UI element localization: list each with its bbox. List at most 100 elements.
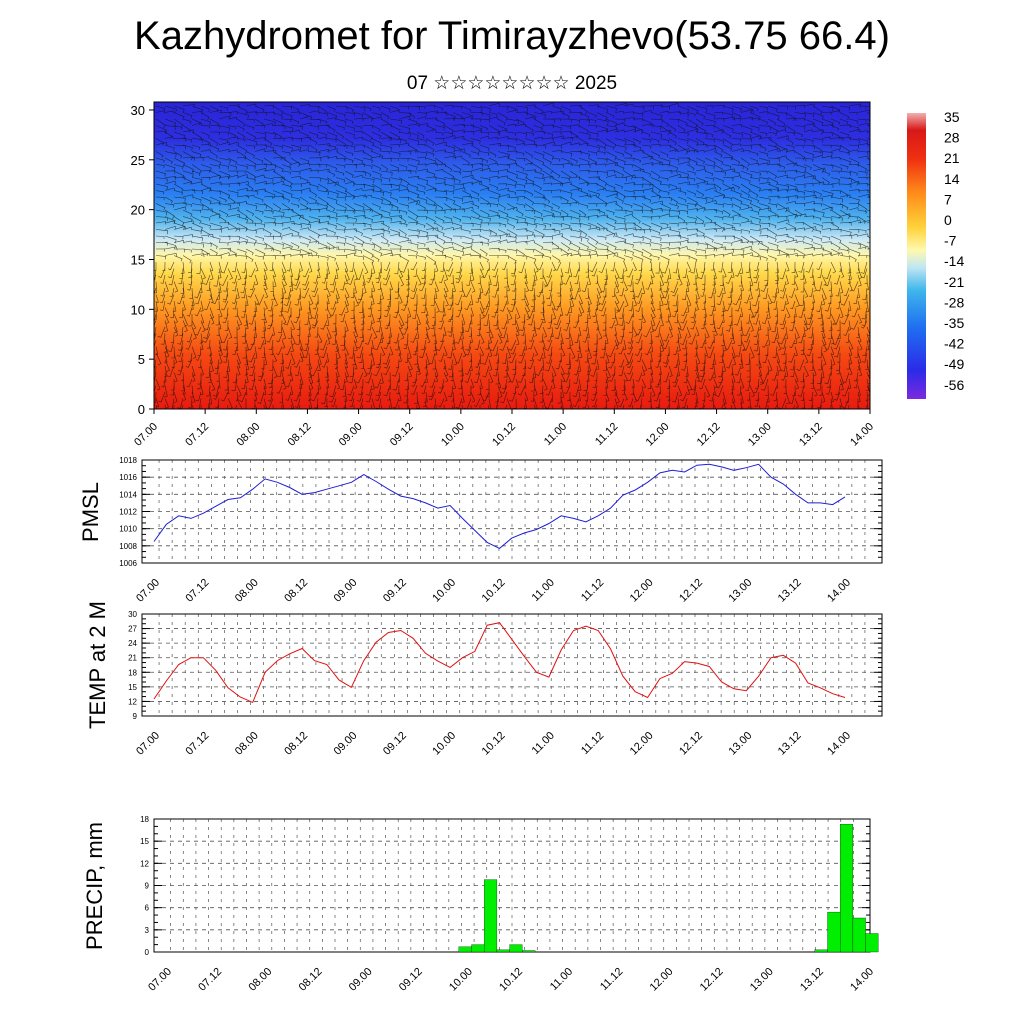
x-tick-label: 08.00 xyxy=(233,730,261,758)
y-tick-label: 5 xyxy=(138,352,145,367)
y-tick-label: 0 xyxy=(138,402,145,417)
x-tick-label: 10.12 xyxy=(490,421,518,449)
colorbar-label: -42 xyxy=(944,336,964,352)
x-tick-label: 07.12 xyxy=(183,421,211,449)
y-tick-label: 27 xyxy=(128,625,137,634)
cross-section-panel: 0 5 10 15 20 25 30 07.00 07.12 08.00 08.12 09.00 09.… xyxy=(131,101,876,449)
colorbar-labels: 35 28 21 14 7 0 -7 -14 -21 -28 -35 -42 -49 -56 xyxy=(944,109,964,393)
x-tick-label: 08.12 xyxy=(286,421,314,449)
y-tick-label: 18 xyxy=(128,668,137,677)
x-tick-label: 09.12 xyxy=(381,730,409,758)
x-tick-label: 11.12 xyxy=(593,421,620,448)
y-tick-label: 15 xyxy=(140,837,149,846)
colorbar-label: -14 xyxy=(944,253,964,269)
x-tick-label: 11.12 xyxy=(598,966,625,993)
precip-plot: 0 3 6 9 12 15 18 07.00 07.12 08.00 08.12 09.00 09.12… xyxy=(140,815,879,994)
y-tick-label: 1006 xyxy=(119,559,137,568)
y-tick-label: 18 xyxy=(140,815,149,824)
precip-bar xyxy=(827,911,841,953)
x-tick-label: 07.12 xyxy=(184,577,212,605)
y-tick-label: 1012 xyxy=(119,508,137,517)
y-tick-label: 30 xyxy=(128,610,137,619)
colorbar-label: -56 xyxy=(944,377,964,393)
x-tick-label: 11.00 xyxy=(530,577,557,604)
pmsl-panel: 1006 1008 1010 1012 1014 1016 1018 07.00 07.12 08… xyxy=(78,456,883,605)
x-tick-label: 09.12 xyxy=(388,421,416,449)
x-tick-label: 09.12 xyxy=(381,577,409,605)
precip-bar xyxy=(814,949,828,953)
x-tick-label: 09.00 xyxy=(332,577,360,605)
colorbar: 35 28 21 14 7 0 -7 -14 -21 -28 -35 -42 -49 -56 xyxy=(907,109,964,399)
chart-title: Kazhydromet for Timirayzhevo(53.75 66.4) xyxy=(134,14,890,58)
x-tick-label: 14.00 xyxy=(825,730,853,758)
temperature-panel: 9 12 15 18 21 24 27 30 07.00 07.12 08.00 08.12 09.00… xyxy=(85,601,883,758)
x-tick-label: 11.12 xyxy=(579,730,606,757)
y-tick-label: 15 xyxy=(128,683,137,692)
x-tick-label: 12.12 xyxy=(695,421,723,449)
x-tick-label: 14.00 xyxy=(848,966,876,994)
x-tick-label: 08.12 xyxy=(282,730,310,758)
plot-frame xyxy=(141,613,883,717)
precip-bar xyxy=(484,879,498,953)
y-tick-label: 12 xyxy=(128,697,137,706)
temperature-series-line xyxy=(153,622,846,704)
x-tick-label: 08.12 xyxy=(282,577,310,605)
y-tick-label: 9 xyxy=(145,882,150,891)
y-tick-label: 9 xyxy=(133,712,138,721)
x-tick-label: 11.00 xyxy=(548,966,575,993)
y-tick-label: 25 xyxy=(131,153,145,168)
y-tick-label: 24 xyxy=(128,639,137,648)
x-tick-label: 08.00 xyxy=(246,966,274,994)
x-tick-label: 10.12 xyxy=(480,730,508,758)
colorbar-label: 28 xyxy=(944,130,960,146)
x-tick-label: 12.00 xyxy=(644,421,672,449)
colorbar-label: 7 xyxy=(944,191,952,207)
precip-bar xyxy=(509,944,523,953)
x-tick-label: 07.12 xyxy=(196,966,224,994)
colorbar-label: 21 xyxy=(944,150,960,166)
precip-axis-label: PRECIP, mm xyxy=(82,822,107,950)
colorbar-label: 14 xyxy=(944,171,960,187)
x-tick-label: 12.12 xyxy=(698,966,726,994)
x-tick-label: 07.12 xyxy=(184,730,212,758)
x-tick-label: 12.12 xyxy=(677,730,705,758)
colorbar-label: -28 xyxy=(944,294,964,310)
colorbar-label: -35 xyxy=(944,315,964,331)
x-tick-label: 08.12 xyxy=(297,966,325,994)
x-tick-label: 09.00 xyxy=(332,730,360,758)
x-tick-label: 13.12 xyxy=(797,421,825,449)
x-tick-label: 11.12 xyxy=(579,577,606,604)
x-tick-label: 12.00 xyxy=(628,577,656,605)
colorbar-ramp xyxy=(907,113,926,399)
x-tick-label: 09.00 xyxy=(337,421,365,449)
x-tick-label: 13.00 xyxy=(726,730,754,758)
x-tick-label: 13.12 xyxy=(776,577,804,605)
y-tick-label: 1010 xyxy=(119,525,137,534)
wind-barbs xyxy=(154,102,870,409)
y-tick-label: 20 xyxy=(131,203,145,218)
x-tick-label: 10.00 xyxy=(430,577,458,605)
colorbar-label: -21 xyxy=(944,274,964,290)
pmsl-plot: 1006 1008 1010 1012 1014 1016 1018 07.00 07.12 08… xyxy=(119,456,883,605)
x-tick-label: 14.00 xyxy=(848,421,876,449)
x-tick-label: 12.12 xyxy=(677,577,705,605)
y-tick-label: 15 xyxy=(131,252,145,267)
chart-subtitle: 07 ☆☆☆☆☆☆☆☆ 2025 xyxy=(406,73,618,94)
y-tick-label: 6 xyxy=(145,904,150,913)
colorbar-label: -49 xyxy=(944,356,964,372)
x-tick-label: 11.00 xyxy=(530,730,557,757)
precip-bar xyxy=(840,824,854,953)
y-tick-label: 21 xyxy=(128,654,137,663)
pmsl-series-line xyxy=(153,463,846,549)
x-tick-label: 09.12 xyxy=(397,966,425,994)
x-tick-label: 10.12 xyxy=(480,577,508,605)
precip-bar xyxy=(865,933,879,953)
x-tick-label: 13.00 xyxy=(746,421,774,449)
x-tick-label: 09.00 xyxy=(347,966,375,994)
wind-barb-strokes xyxy=(154,102,870,409)
x-tick-label: 12.00 xyxy=(628,730,656,758)
temperature-plot: 9 12 15 18 21 24 27 30 07.00 07.12 08.00 08.12 09.00… xyxy=(128,610,883,758)
x-tick-label: 13.00 xyxy=(726,577,754,605)
x-tick-label: 10.00 xyxy=(430,730,458,758)
y-tick-label: 1014 xyxy=(119,490,137,499)
